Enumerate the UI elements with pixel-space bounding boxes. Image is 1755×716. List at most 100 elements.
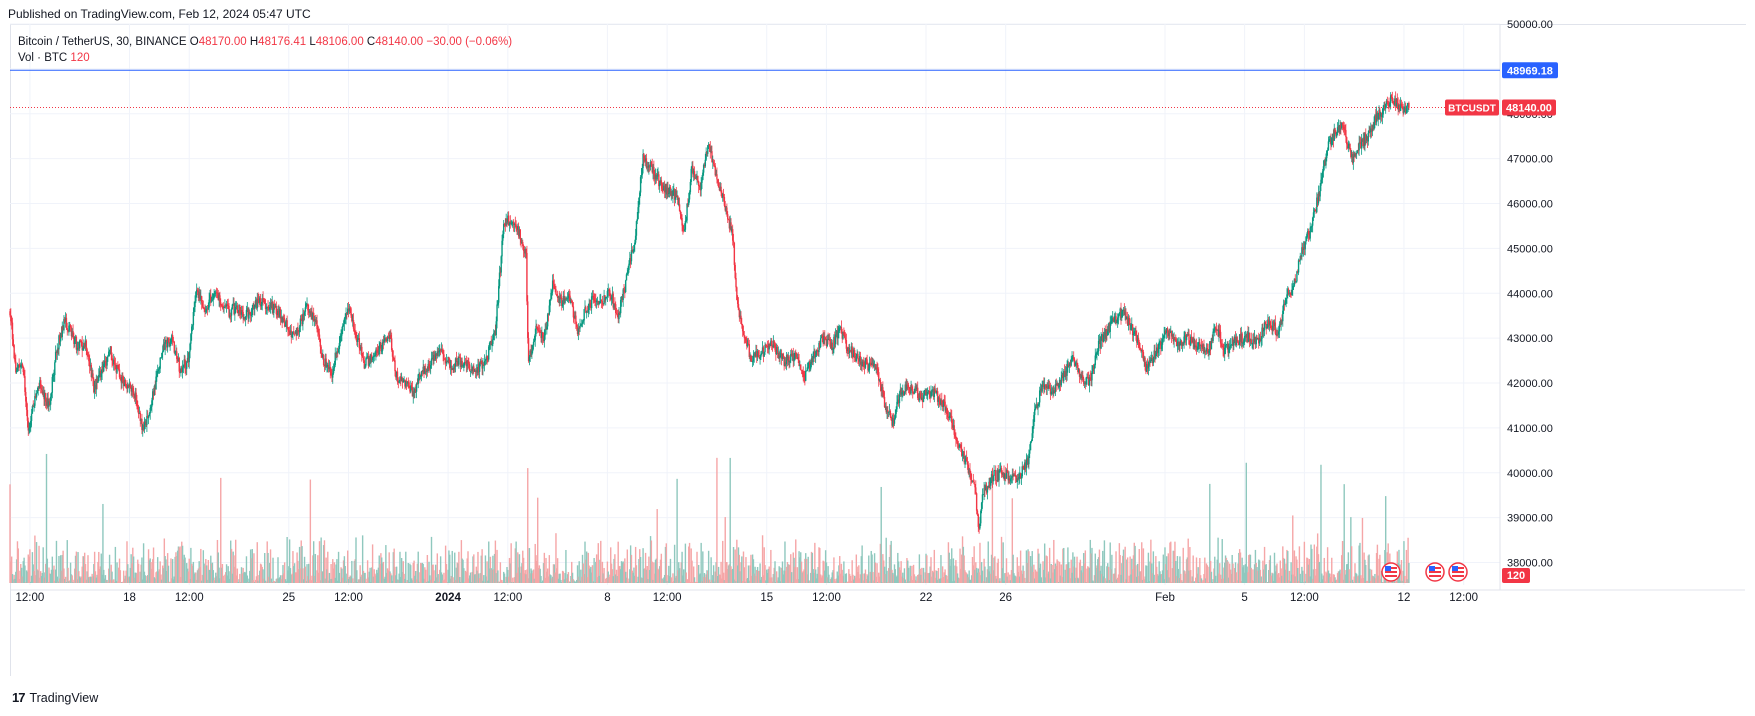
volume-bar	[207, 560, 210, 583]
candle-body	[793, 358, 795, 362]
candle-body	[819, 338, 822, 348]
volume-bar	[320, 537, 322, 583]
volume-bar	[1047, 573, 1049, 583]
volume-bar	[860, 556, 863, 583]
candle-body	[204, 308, 206, 312]
candle-body	[424, 368, 427, 372]
candle-body	[864, 357, 867, 368]
volume-bar	[1321, 579, 1324, 583]
candle-body	[354, 330, 356, 333]
candle-body	[624, 280, 627, 293]
candle-body	[510, 223, 512, 224]
candle-body	[342, 323, 345, 326]
candle-body	[770, 340, 773, 346]
volume-bar	[1178, 577, 1180, 583]
volume-bar	[868, 581, 871, 583]
volume-bar	[586, 577, 589, 583]
volume-bar	[910, 576, 912, 583]
candle-body	[729, 222, 731, 229]
volume-bar	[956, 573, 959, 583]
volume-bar	[892, 572, 894, 583]
volume-bar	[571, 561, 573, 583]
volume-bar	[1118, 543, 1121, 583]
volume-bar	[444, 579, 446, 583]
volume-bar	[790, 572, 793, 583]
volume-bar	[961, 554, 963, 583]
candle-body	[1147, 365, 1150, 369]
candle-body	[1284, 302, 1286, 305]
volume-bar	[187, 571, 190, 583]
volume-bar	[128, 576, 131, 583]
candle-body	[1018, 476, 1020, 479]
candle-body	[765, 344, 767, 346]
volume-bar	[510, 543, 512, 583]
volume-bar	[289, 568, 292, 583]
volume-bar	[244, 571, 246, 583]
candle-body	[1246, 332, 1248, 338]
volume-bar	[754, 566, 756, 583]
volume-bar	[846, 582, 848, 583]
volume-bar	[879, 543, 882, 583]
candle-body	[403, 379, 405, 382]
volume-bar	[602, 573, 604, 583]
volume-bar	[970, 579, 972, 583]
candle-body	[962, 451, 965, 455]
volume-bar	[445, 564, 448, 583]
volume-bar	[974, 569, 976, 583]
candle-body	[1118, 313, 1121, 315]
candle-body	[381, 350, 383, 352]
volume-bar	[211, 562, 214, 583]
candle-body	[707, 144, 710, 146]
candle-body	[421, 371, 424, 372]
candle-body	[14, 358, 16, 362]
volume-bar	[1358, 545, 1360, 583]
candle-body	[604, 295, 606, 301]
volume-bar	[637, 576, 639, 583]
volume-bar	[1337, 571, 1340, 583]
candle-body	[699, 187, 702, 191]
volume-bar	[838, 565, 840, 583]
candle-body	[551, 291, 553, 293]
volume-bar	[592, 581, 594, 583]
x-tick-label: 26	[999, 592, 1012, 604]
volume-bar	[1238, 552, 1240, 583]
candle-body	[933, 388, 936, 397]
candle-body	[882, 387, 884, 393]
volume-bar	[1160, 574, 1163, 583]
volume-bar	[516, 572, 518, 583]
candle-body	[1168, 332, 1170, 337]
volume-bar	[1403, 541, 1405, 583]
volume-bar	[1370, 580, 1372, 583]
candle-body	[320, 346, 322, 354]
candle-body	[702, 164, 705, 173]
candle-body	[122, 382, 125, 387]
candle-body	[1202, 344, 1204, 349]
candle-body	[1126, 316, 1128, 320]
candle-body	[826, 338, 828, 346]
candle-body	[990, 474, 993, 478]
volume-bar	[1057, 560, 1059, 583]
candle-body	[785, 362, 787, 365]
volume-bar	[867, 575, 869, 583]
volume-bar	[1370, 569, 1373, 583]
candle-body	[1107, 331, 1109, 336]
volume-bar	[477, 551, 479, 583]
candle-body	[1201, 346, 1204, 349]
candle-body	[566, 298, 568, 300]
candle-body	[629, 258, 631, 264]
volume-bar	[1060, 564, 1062, 583]
volume-bar	[60, 570, 63, 583]
candle-body	[28, 428, 30, 431]
volume-bar	[228, 571, 230, 583]
volume-bar	[831, 572, 833, 583]
candle-body	[135, 392, 137, 401]
volume-bar	[470, 581, 473, 583]
candle-body	[454, 364, 456, 367]
volume-bar	[447, 569, 449, 583]
volume-bar	[749, 565, 751, 583]
volume-bar	[412, 562, 414, 583]
candle-body	[493, 330, 496, 334]
volume-bar	[1280, 568, 1282, 583]
volume-bar	[691, 560, 693, 583]
